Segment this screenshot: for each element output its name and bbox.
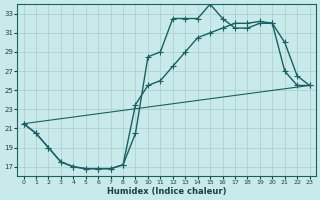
X-axis label: Humidex (Indice chaleur): Humidex (Indice chaleur) bbox=[107, 187, 226, 196]
